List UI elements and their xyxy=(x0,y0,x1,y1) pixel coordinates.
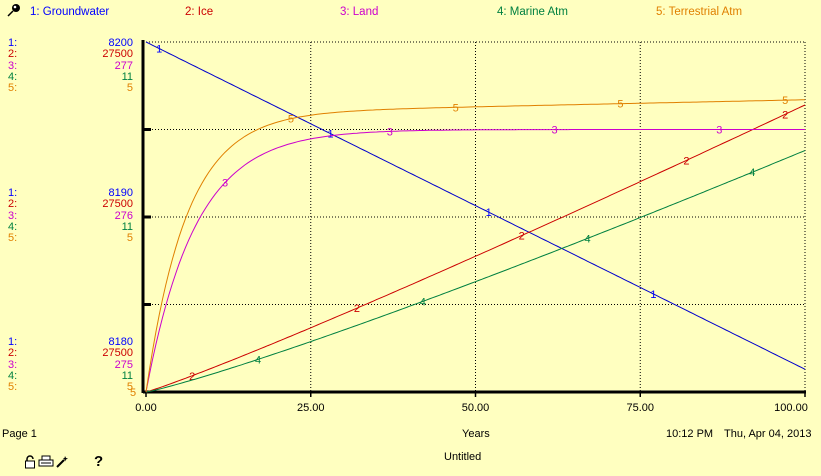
axis-value-label: 275 xyxy=(114,358,133,371)
series-marker-2: 2 xyxy=(782,109,788,121)
series-marker-3: 3 xyxy=(222,177,228,189)
axis-series-number: 1: xyxy=(8,336,18,348)
axis-value-label: 11 xyxy=(121,220,133,233)
axis-value-label: 8190 xyxy=(108,187,133,199)
axis-value-label: 5 xyxy=(126,82,133,95)
axis-series-number: 5: xyxy=(8,232,18,245)
series-marker-3: 3 xyxy=(387,126,393,138)
series-marker-1: 1 xyxy=(650,289,656,301)
time-label: 10:12 PM xyxy=(666,428,714,440)
series-marker-2: 2 xyxy=(683,155,689,167)
axis-series-number: 4: xyxy=(8,220,18,233)
series-marker-5: 5 xyxy=(453,102,459,114)
legend-terrestrial-atm: 5: Terrestrial Atm xyxy=(656,6,743,18)
series-marker-4: 4 xyxy=(420,296,426,308)
series-marker-1: 1 xyxy=(327,129,333,141)
series-marker-5: 5 xyxy=(782,95,788,107)
series-line-1 xyxy=(145,41,806,370)
series-marker-2: 2 xyxy=(519,231,525,243)
series-line-5 xyxy=(145,99,805,393)
series-marker-4: 4 xyxy=(584,233,590,245)
x-tick-label: 0.00 xyxy=(135,402,156,414)
axis-series-number: 3: xyxy=(8,209,18,222)
date-label: Thu, Apr 04, 2013 xyxy=(724,428,812,440)
legend-marine-atm: 4: Marine Atm xyxy=(497,6,568,18)
axis-value-label: 5 xyxy=(126,381,133,394)
axis-series-number: 1: xyxy=(8,187,18,199)
axis-value-label: 27500 xyxy=(102,347,133,360)
magic-wand-icon[interactable] xyxy=(55,455,69,472)
axis-value-label: 8200 xyxy=(108,37,133,49)
series-marker-4: 4 xyxy=(749,167,755,179)
series-marker-3: 3 xyxy=(552,125,558,137)
axis-scale-bottom: 1: 8180 2: 27500 3: 275 4: 11 5: 5 xyxy=(0,336,140,397)
series-marker-origin: 5 xyxy=(130,387,136,399)
axis-series-number: 3: xyxy=(8,59,18,72)
axis-value-label: 8180 xyxy=(108,336,133,348)
axis-scale-mid: 1: 8190 2: 27500 3: 276 4: 11 5: 5 xyxy=(0,187,140,248)
page-indicator: Page 1 xyxy=(2,428,37,440)
axis-series-number: 5: xyxy=(8,381,18,394)
series-marker-4: 4 xyxy=(255,354,261,366)
axis-value-label: 276 xyxy=(114,209,133,222)
x-tick-label: 75.00 xyxy=(626,402,654,414)
help-icon[interactable]: ? xyxy=(94,453,104,470)
series-marker-1: 1 xyxy=(486,207,492,219)
series-marker-2: 2 xyxy=(189,371,195,383)
x-axis-label: Years xyxy=(462,428,490,440)
series-marker-5: 5 xyxy=(288,114,294,126)
axis-series-number: 3: xyxy=(8,358,18,371)
axis-series-number: 2: xyxy=(8,347,18,360)
x-tick-label: 50.00 xyxy=(462,402,490,414)
axis-series-number: 2: xyxy=(8,198,18,211)
x-tick-label: 25.00 xyxy=(297,402,325,414)
axis-value-label: 27500 xyxy=(102,48,133,61)
axis-series-number: 1: xyxy=(8,37,18,49)
axis-series-number: 2: xyxy=(8,48,18,61)
axis-series-number: 4: xyxy=(8,369,18,382)
print-icon[interactable] xyxy=(38,455,54,472)
axis-series-number: 5: xyxy=(8,82,18,95)
axis-scale-top: 1: 8200 2: 27500 3: 277 4: 11 5: 5 xyxy=(0,37,140,98)
legend-land: 3: Land xyxy=(340,6,379,18)
series-line-3 xyxy=(145,129,805,393)
x-tick-label: 100.00 xyxy=(774,402,808,414)
series-line-4 xyxy=(145,150,806,393)
legend-ice: 2: Ice xyxy=(185,6,214,18)
document-title: Untitled xyxy=(444,451,482,463)
legend-groundwater: 1: Groundwater xyxy=(30,6,110,18)
series-marker-2: 2 xyxy=(354,303,360,315)
lock-icon[interactable] xyxy=(24,455,36,472)
axis-series-number: 4: xyxy=(8,70,18,83)
series-marker-1: 1 xyxy=(156,44,162,56)
axis-value-label: 277 xyxy=(114,59,133,72)
series-marker-5: 5 xyxy=(617,99,623,111)
series-marker-3: 3 xyxy=(716,125,722,137)
series-line-2 xyxy=(145,104,806,393)
axis-value-label: 11 xyxy=(121,369,133,382)
axis-value-label: 11 xyxy=(121,70,133,83)
axis-value-label: 5 xyxy=(126,232,133,245)
axis-value-label: 27500 xyxy=(102,198,133,211)
pushpin-icon[interactable] xyxy=(6,2,22,21)
